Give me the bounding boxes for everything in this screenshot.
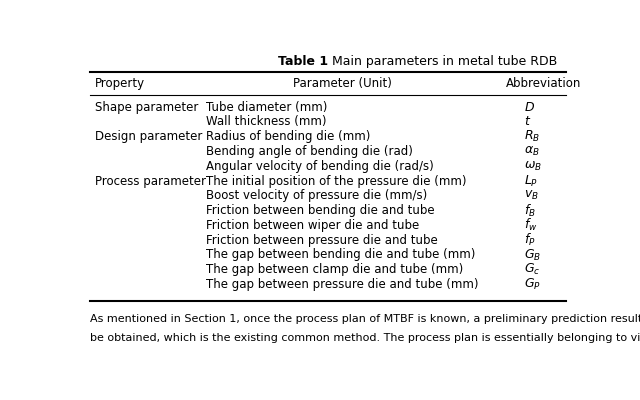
- Text: The initial position of the pressure die (mm): The initial position of the pressure die…: [207, 174, 467, 188]
- Text: Radius of bending die (mm): Radius of bending die (mm): [207, 130, 371, 143]
- Text: Shape parameter: Shape parameter: [95, 101, 198, 114]
- Text: The gap between bending die and tube (mm): The gap between bending die and tube (mm…: [207, 248, 476, 262]
- Text: $\mathit{f}_{\mathit{w}}$: $\mathit{f}_{\mathit{w}}$: [524, 217, 538, 234]
- Text: Process parameter: Process parameter: [95, 174, 206, 188]
- Text: $\mathit{L}_{\mathit{P}}$: $\mathit{L}_{\mathit{P}}$: [524, 174, 538, 189]
- Text: The gap between clamp die and tube (mm): The gap between clamp die and tube (mm): [207, 263, 464, 276]
- Text: Table 1: Table 1: [278, 55, 328, 68]
- Text: Parameter (Unit): Parameter (Unit): [294, 77, 392, 90]
- Text: Property: Property: [95, 77, 145, 90]
- Text: $\mathit{G}_{\mathit{P}}$: $\mathit{G}_{\mathit{P}}$: [524, 277, 541, 292]
- Text: Friction between wiper die and tube: Friction between wiper die and tube: [207, 219, 420, 232]
- Text: The gap between pressure die and tube (mm): The gap between pressure die and tube (m…: [207, 278, 479, 291]
- Text: Angular velocity of bending die (rad/s): Angular velocity of bending die (rad/s): [207, 160, 434, 173]
- Text: $\mathit{t}$: $\mathit{t}$: [524, 116, 531, 128]
- Text: Friction between pressure die and tube: Friction between pressure die and tube: [207, 234, 438, 247]
- Text: $\mathit{D}$: $\mathit{D}$: [524, 101, 535, 114]
- Text: $\mathit{G}_{\mathit{B}}$: $\mathit{G}_{\mathit{B}}$: [524, 248, 541, 262]
- Text: $\mathit{\alpha}_{\mathit{B}}$: $\mathit{\alpha}_{\mathit{B}}$: [524, 145, 540, 158]
- Text: Boost velocity of pressure die (mm/s): Boost velocity of pressure die (mm/s): [207, 189, 428, 202]
- Text: Main parameters in metal tube RDB: Main parameters in metal tube RDB: [328, 55, 557, 68]
- Text: $\mathit{R}_{\mathit{B}}$: $\mathit{R}_{\mathit{B}}$: [524, 129, 540, 144]
- Text: As mentioned in Section 1, once the process plan of MTBF is known, a preliminary: As mentioned in Section 1, once the proc…: [90, 314, 640, 324]
- Text: Abbreviation: Abbreviation: [506, 77, 582, 90]
- Text: $\mathit{G}_{\mathit{c}}$: $\mathit{G}_{\mathit{c}}$: [524, 262, 540, 277]
- Text: $\mathit{f}_{\mathit{P}}$: $\mathit{f}_{\mathit{P}}$: [524, 232, 536, 248]
- Text: be obtained, which is the existing common method. The process plan is essentiall: be obtained, which is the existing commo…: [90, 333, 640, 343]
- Text: Friction between bending die and tube: Friction between bending die and tube: [207, 204, 435, 217]
- Text: Wall thickness (mm): Wall thickness (mm): [207, 116, 327, 128]
- Text: Tube diameter (mm): Tube diameter (mm): [207, 101, 328, 114]
- Text: Bending angle of bending die (rad): Bending angle of bending die (rad): [207, 145, 413, 158]
- Text: $\mathit{\omega}_{\mathit{B}}$: $\mathit{\omega}_{\mathit{B}}$: [524, 160, 542, 173]
- Text: $\mathit{f}_{\mathit{B}}$: $\mathit{f}_{\mathit{B}}$: [524, 202, 536, 219]
- Text: Design parameter: Design parameter: [95, 130, 202, 143]
- Text: $\mathit{v}_{\mathit{B}}$: $\mathit{v}_{\mathit{B}}$: [524, 189, 539, 202]
